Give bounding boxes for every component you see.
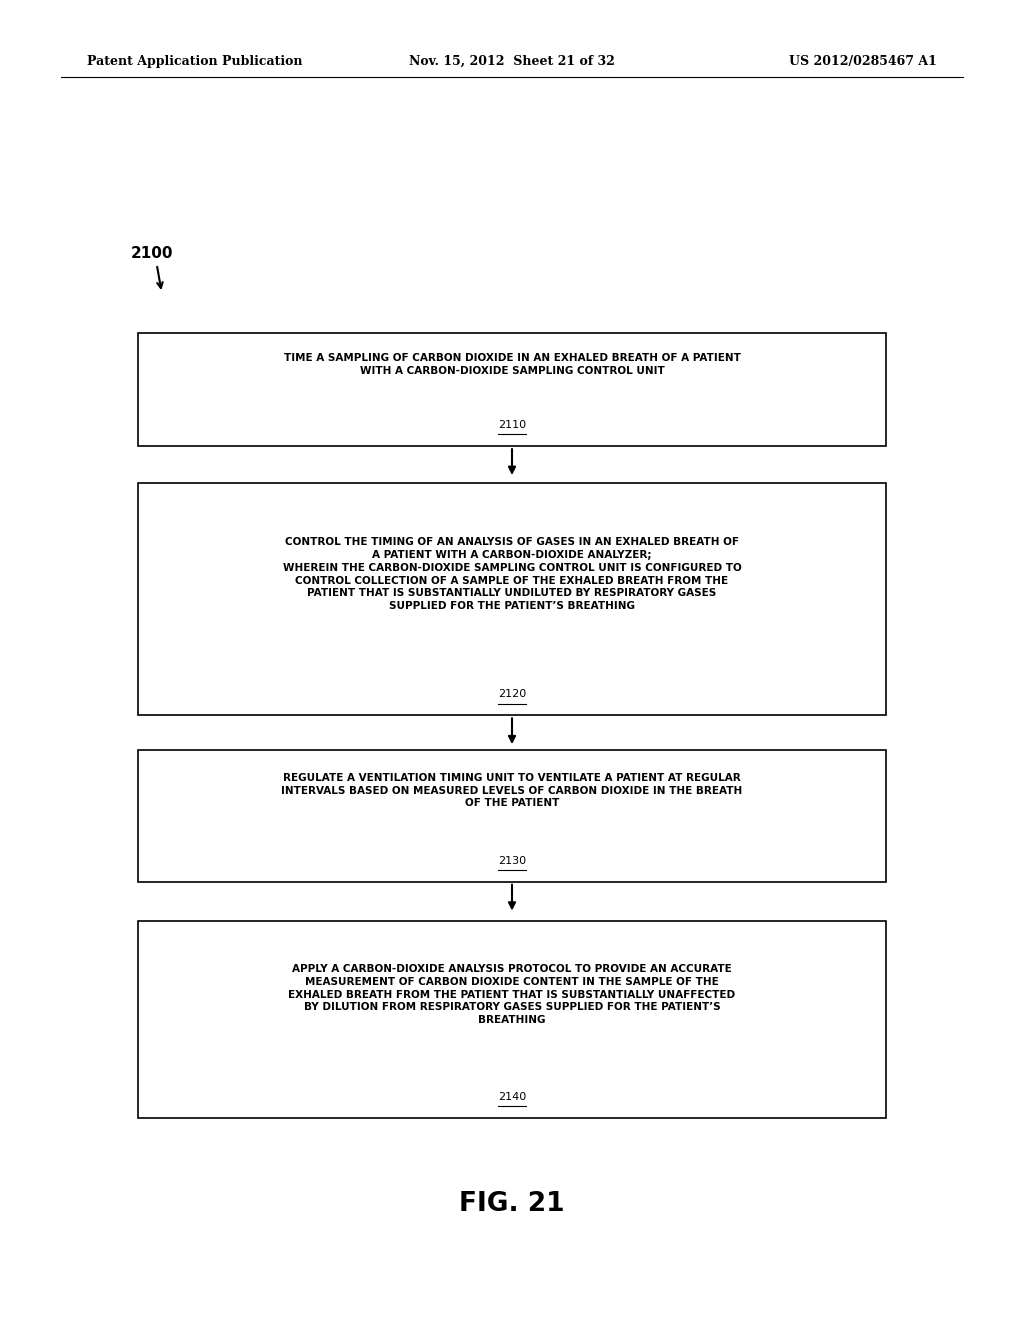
Text: FIG. 21: FIG. 21	[459, 1191, 565, 1217]
Bar	[138, 333, 886, 446]
Text: US 2012/0285467 A1: US 2012/0285467 A1	[790, 55, 937, 67]
Text: 2100: 2100	[131, 246, 174, 261]
Text: REGULATE A VENTILATION TIMING UNIT TO VENTILATE A PATIENT AT REGULAR
INTERVALS B: REGULATE A VENTILATION TIMING UNIT TO VE…	[282, 774, 742, 808]
Text: 2120: 2120	[498, 689, 526, 700]
Bar	[138, 483, 886, 715]
Bar	[138, 750, 886, 882]
Text: 2110: 2110	[498, 420, 526, 430]
Text: APPLY A CARBON-DIOXIDE ANALYSIS PROTOCOL TO PROVIDE AN ACCURATE
MEASUREMENT OF C: APPLY A CARBON-DIOXIDE ANALYSIS PROTOCOL…	[289, 964, 735, 1026]
Bar	[138, 921, 886, 1118]
Text: Nov. 15, 2012  Sheet 21 of 32: Nov. 15, 2012 Sheet 21 of 32	[409, 55, 615, 67]
Text: TIME A SAMPLING OF CARBON DIOXIDE IN AN EXHALED BREATH OF A PATIENT
WITH A CARBO: TIME A SAMPLING OF CARBON DIOXIDE IN AN …	[284, 352, 740, 376]
Text: 2140: 2140	[498, 1092, 526, 1102]
Text: Patent Application Publication: Patent Application Publication	[87, 55, 302, 67]
Text: 2130: 2130	[498, 855, 526, 866]
Text: CONTROL THE TIMING OF AN ANALYSIS OF GASES IN AN EXHALED BREATH OF
A PATIENT WIT: CONTROL THE TIMING OF AN ANALYSIS OF GAS…	[283, 537, 741, 611]
